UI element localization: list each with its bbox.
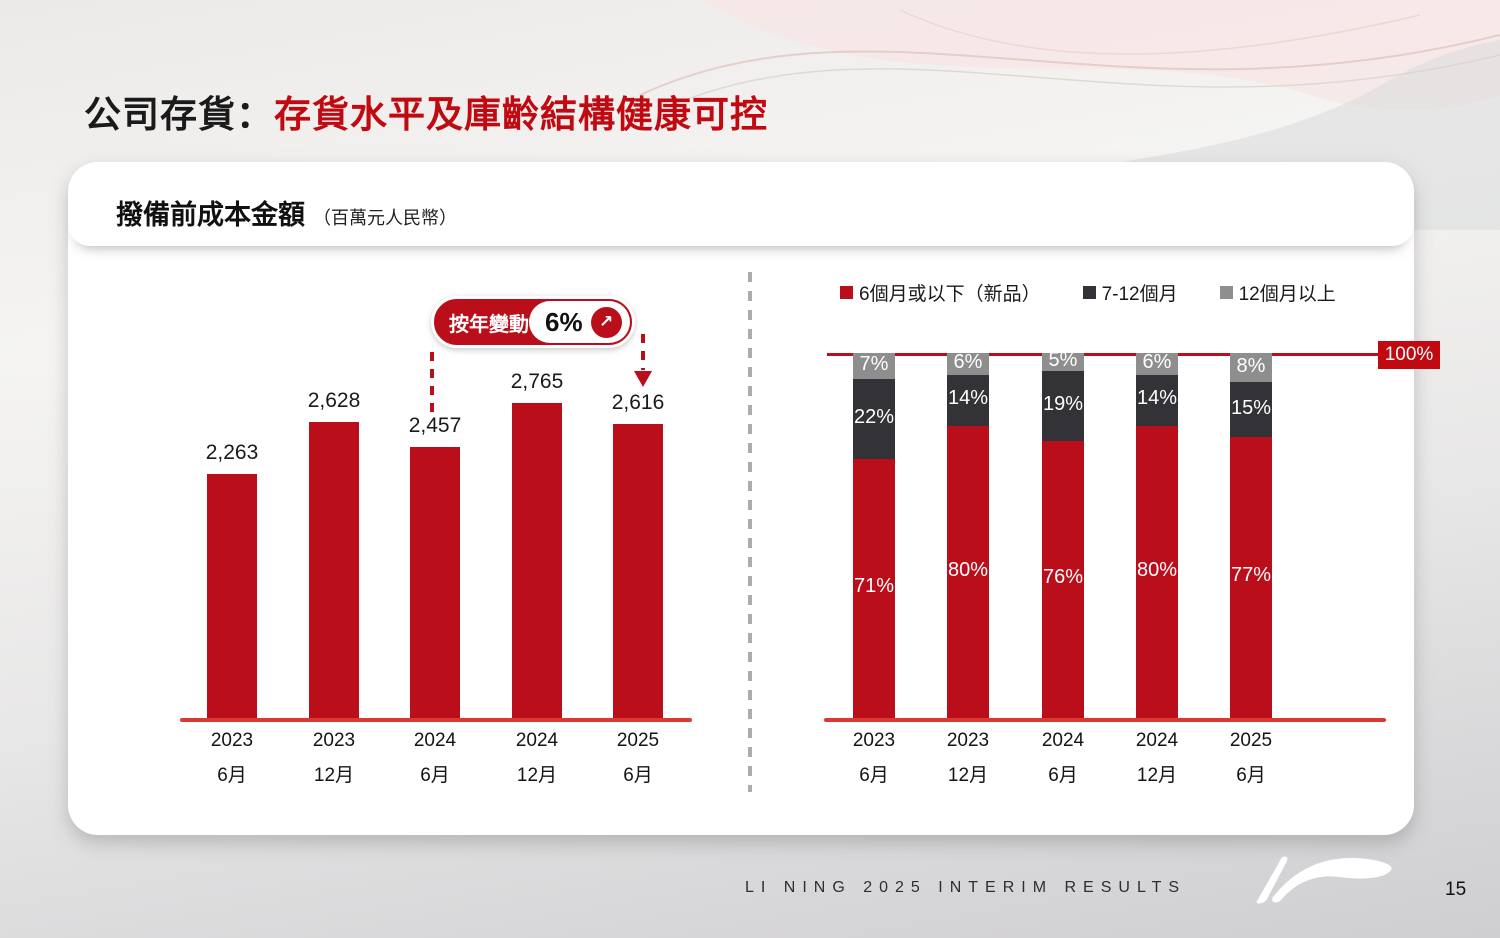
x-axis-label-year: 2023 [210,730,254,751]
down-arrow-icon [634,371,652,387]
x-axis-label-month: 6月 [1048,765,1078,786]
cost-bar [613,424,663,718]
stack-segment [853,458,895,718]
stack-segment [947,353,989,375]
x-axis-label-year: 2024 [413,730,457,751]
percent-label: 6% [953,350,983,373]
x-axis-label-year: 2023 [852,730,896,751]
chart-divider [748,272,752,792]
percent-label: 22% [853,405,895,428]
percent-label: 80% [1136,559,1178,581]
hundred-percent-line [827,353,1378,356]
x-axis-label-year: 2023 [312,730,356,751]
x-axis-label-year: 2024 [1135,730,1179,751]
x-axis-label-month: 6月 [859,765,889,786]
yoy-badge-label: 按年變動 [449,313,529,336]
x-axis-label-year: 2024 [1041,730,1085,751]
cost-bar [309,422,359,718]
x-axis-label-month: 6月 [1236,765,1266,786]
hundred-percent-label: 100% [1378,341,1440,369]
page-number: 15 [1445,879,1467,900]
x-axis-label-year: 2025 [616,730,660,751]
stack-segment [853,353,895,379]
stack-segment [1042,440,1084,718]
stack-segment [1230,436,1272,718]
x-axis-label-month: 12月 [516,765,558,786]
stack-segment [1136,426,1178,718]
chart-section-title: 撥備前成本金額 [116,200,305,230]
ageing-legend: 6個月或以下（新品） 7-12個月 12個月以上 [840,279,1336,306]
cost-amount-bar-chart: 2,263 2,628 2,457 2,765 2,616 2023 6月 2023 12月 20… [180,270,700,800]
footer-title: LI NING 2025 INTERIM RESULTS [745,879,1187,896]
yoy-badge-value: 6% [545,306,583,337]
x-axis-label-month: 12月 [1136,765,1178,786]
percent-label: 14% [1136,387,1178,410]
stack-segment [947,374,989,426]
x-axis-label-year: 2023 [946,730,990,751]
percent-label: 15% [1230,396,1272,419]
bar-value-label: 2,765 [510,370,564,393]
li-ning-logo [1256,856,1392,904]
content-card: 撥備前成本金額 （百萬元人民幣） [68,162,1414,835]
bar-value-label: 2,616 [611,391,665,414]
legend-swatch-red [840,286,853,299]
percent-label: 80% [947,559,989,581]
legend-label-7-12: 7-12個月 [1101,284,1178,305]
chart-section-unit: （百萬元人民幣） [313,208,457,228]
page-title-statement: 存貨水平及庫齡結構健康可控 [274,94,768,135]
x-axis-label-month: 12月 [947,765,989,786]
stack-segment [1136,374,1178,426]
stack-segment [1136,353,1178,375]
x-axis-label-month: 6月 [217,765,247,786]
stack-segment [1042,353,1084,372]
percent-label: 14% [947,387,989,410]
stack-segment [1042,371,1084,441]
x-axis-line [824,718,1386,722]
page-title-topic: 公司存貨： [84,94,274,135]
percent-label: 6% [1142,350,1172,373]
cost-bar [207,474,257,718]
x-axis-label-year: 2024 [515,730,559,751]
percent-label: 8% [1236,354,1266,377]
stack-segment [1230,353,1272,383]
legend-label-new: 6個月或以下（新品） [859,284,1041,305]
legend-item-over-12: 12個月以上 [1219,279,1336,306]
legend-swatch-lightgray [1219,286,1233,299]
legend-swatch-darkgray [1082,286,1096,299]
cost-bar [410,447,460,718]
legend-item-7-12: 7-12個月 [1082,279,1178,306]
callout-dash-right [641,334,645,370]
percent-label: 71% [853,575,895,598]
x-axis-line [180,718,692,722]
legend-item-new: 6個月或以下（新品） [840,279,1041,306]
x-axis-label-month: 12月 [313,765,355,786]
bar-value-label: 2,628 [307,389,361,412]
callout-dash-left [430,352,434,412]
yoy-badge-pill: 6% ↗ [529,301,630,343]
page-title: 公司存貨：存貨水平及庫齡結構健康可控 [84,84,768,138]
trend-up-arrow-icon: ↗ [590,306,622,338]
stack-segment [853,378,895,459]
bar-value-label: 2,263 [205,441,259,464]
x-axis-label-month: 6月 [623,765,653,786]
legend-label-over-12: 12個月以上 [1238,284,1336,305]
x-axis-label-month: 6月 [420,765,450,786]
percent-label: 76% [1042,566,1084,589]
stack-segment [947,426,989,718]
percent-label: 7% [859,352,889,375]
cost-bar [512,403,562,718]
bar-value-label: 2,457 [408,414,462,437]
percent-label: 5% [1048,349,1078,372]
stack-segment [1230,382,1272,437]
percent-label: 19% [1042,392,1084,415]
yoy-change-badge: 按年變動 6% ↗ [431,296,635,348]
inventory-ageing-stacked-chart: 71% 22% 7% 80% 14% 6% 76% 19% 5% 80% 14% 6% 77% 15% 8%… [820,270,1400,800]
x-axis-label-year: 2025 [1229,730,1273,751]
card-header: 撥備前成本金額 （百萬元人民幣） [68,162,1414,246]
percent-label: 77% [1230,564,1272,587]
